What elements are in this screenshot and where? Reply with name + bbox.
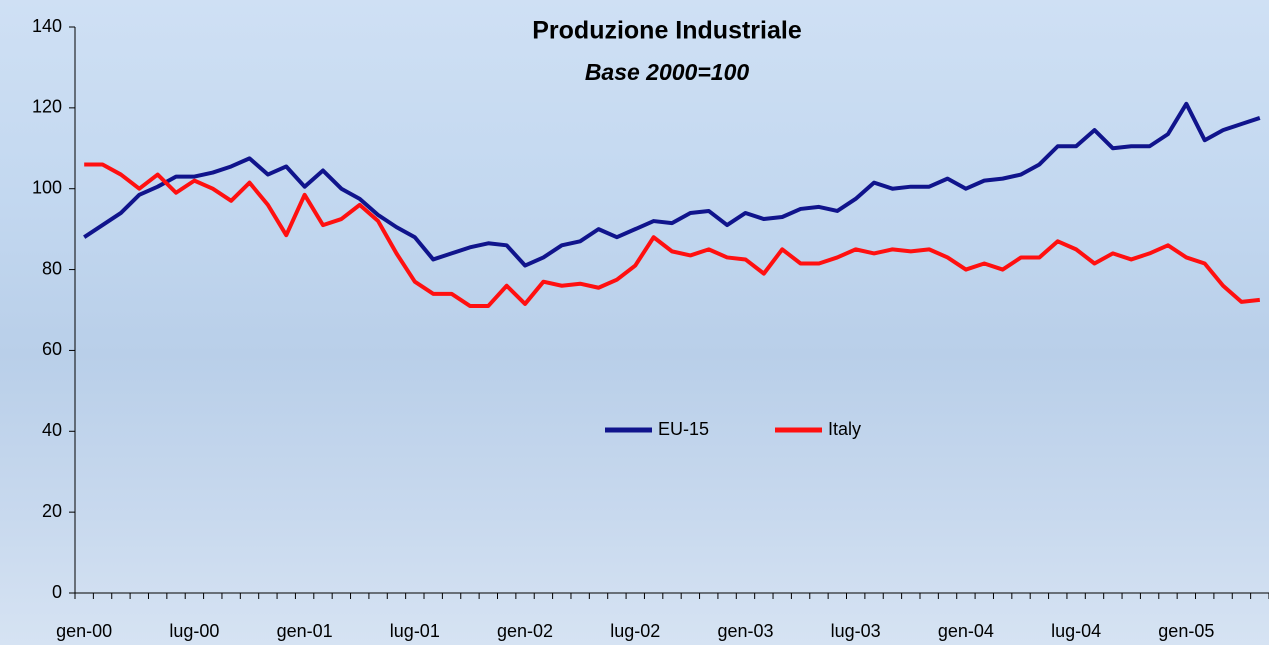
y-tick-label: 120 bbox=[32, 97, 62, 117]
chart: Produzione Industriale Base 2000=100 0 20… bbox=[0, 0, 1269, 645]
y-tick-label: 100 bbox=[32, 177, 62, 197]
y-tick-label: 20 bbox=[42, 501, 62, 521]
x-tick-label: gen-01 bbox=[277, 621, 333, 641]
page: Produzione Industriale Base 2000=100 0 20… bbox=[0, 0, 1269, 645]
legend-label: EU-15 bbox=[658, 419, 709, 439]
y-tick-label: 140 bbox=[32, 16, 62, 36]
x-tick-label: gen-03 bbox=[717, 621, 773, 641]
y-tick-label: 40 bbox=[42, 420, 62, 440]
x-tick-label: gen-04 bbox=[938, 621, 994, 641]
x-tick-label: lug-02 bbox=[610, 621, 660, 641]
y-tick-label: 0 bbox=[52, 582, 62, 602]
x-tick-label: lug-03 bbox=[831, 621, 881, 641]
x-tick-label: gen-00 bbox=[56, 621, 112, 641]
y-tick-label: 80 bbox=[42, 258, 62, 278]
x-tick-label: lug-01 bbox=[390, 621, 440, 641]
series-line bbox=[84, 164, 1260, 305]
x-tick-label: gen-05 bbox=[1158, 621, 1214, 641]
x-tick-label: lug-04 bbox=[1051, 621, 1101, 641]
x-tick-label: gen-02 bbox=[497, 621, 553, 641]
chart-title: Produzione Industriale bbox=[532, 17, 802, 45]
y-tick-label: 60 bbox=[42, 339, 62, 359]
series-line bbox=[84, 104, 1260, 266]
x-tick-label: lug-00 bbox=[169, 621, 219, 641]
legend-label: Italy bbox=[828, 419, 861, 439]
chart-subtitle: Base 2000=100 bbox=[585, 59, 750, 85]
